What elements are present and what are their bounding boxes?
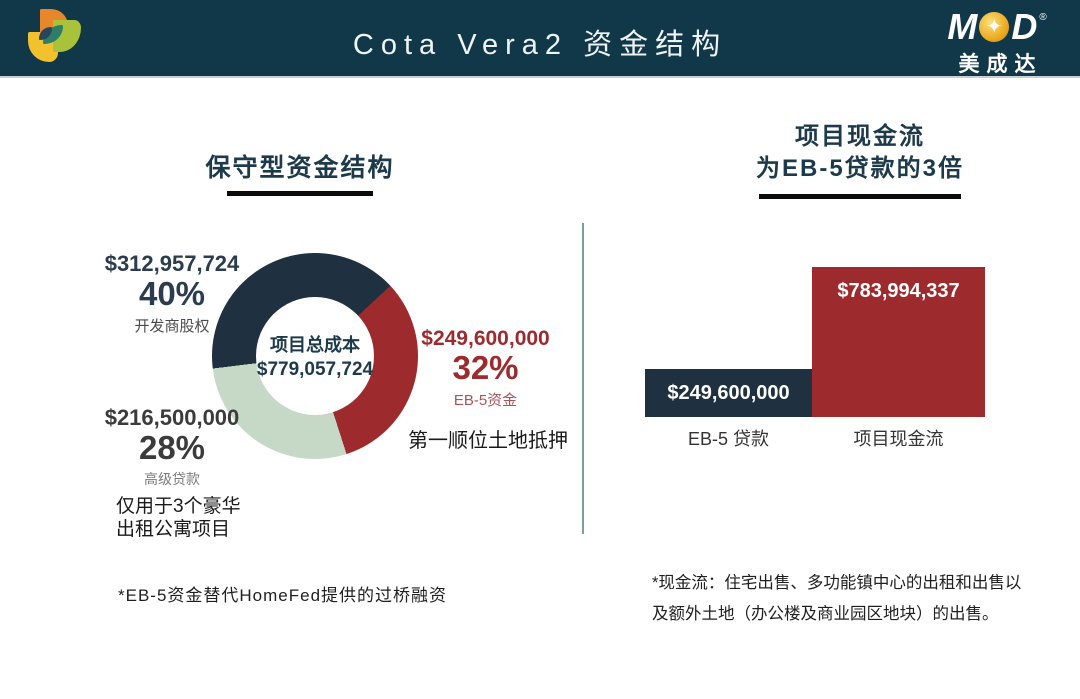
senior-amount: $216,500,000 <box>104 405 240 430</box>
bar-chart: $249,600,000 $783,994,337 <box>645 267 985 417</box>
header-bar: Cota Vera2 资金结构 M ✦ D ® 美成达 <box>0 0 1080 78</box>
senior-usage-line2: 出租公寓项目 <box>116 519 231 541</box>
mcd-chinese-name: 美成达 <box>958 53 1043 76</box>
bar-cashflow-value: $783,994,337 <box>837 280 960 302</box>
mcd-letter-m: M <box>947 6 978 47</box>
slide-title: Cota Vera2 资金结构 <box>352 29 728 61</box>
vertical-divider <box>582 223 584 534</box>
mcd-star-icon: ✦ <box>979 12 1010 42</box>
senior-name: 高级贷款 <box>144 470 200 487</box>
donut-center: 项目总成本 $779,057,724 <box>256 297 374 415</box>
segment-label-senior-loan: $216,500,000 28% 高级贷款 仅用于3个豪华 出租公寓项目 <box>92 405 252 542</box>
registered-mark: ® <box>1039 11 1047 23</box>
left-section-title-text: 保守型资金结构 <box>205 154 395 182</box>
eb5-name: EB-5资金 <box>453 391 518 409</box>
left-section-title: 保守型资金结构 <box>150 148 450 196</box>
donut-center-label: 项目总成本 <box>270 335 360 355</box>
right-footnote: *现金流：住宅出售、多功能镇中心的出租和出售以及额外土地（办公楼及商业园区地块）… <box>652 574 1022 623</box>
axis-label-cashflow: 项目现金流 <box>853 429 944 449</box>
donut-chart: 项目总成本 $779,057,724 <box>212 253 418 459</box>
left-title-underline <box>227 191 373 196</box>
equity-percent: 40% <box>138 275 206 312</box>
senior-usage-note: 仅用于3个豪华 出租公寓项目 <box>92 495 252 543</box>
right-section-title: 项目现金流 为EB-5贷款的3倍 <box>710 121 1010 199</box>
company-flower-icon <box>26 9 84 67</box>
eb5-collateral-note: 第一顺位土地抵押 <box>408 429 568 452</box>
axis-label-eb5-loan: EB-5 贷款 <box>687 429 770 449</box>
eb5-percent: 32% <box>452 349 519 386</box>
bar-eb5-value: $249,600,000 <box>667 381 790 404</box>
segment-label-developer-equity: $312,957,724 40% 开发商股权 <box>92 251 252 336</box>
mcd-logo-row: M ✦ D ® <box>932 6 1062 48</box>
bar-project-cashflow: $783,994,337 <box>812 267 985 417</box>
right-title-line1: 项目现金流 <box>795 123 925 150</box>
bar-eb5-loan: $249,600,000 <box>645 369 812 417</box>
eb5-amount: $249,600,000 <box>421 327 550 350</box>
mcd-logo: M ✦ D ® 美成达 <box>932 6 1062 78</box>
right-title-line2: 为EB-5贷款的3倍 <box>755 155 965 183</box>
senior-usage-line1: 仅用于3个豪华 <box>116 495 241 517</box>
equity-amount: $312,957,724 <box>104 251 240 276</box>
equity-name: 开发商股权 <box>134 317 210 335</box>
right-title-underline <box>759 193 961 199</box>
senior-percent: 28% <box>138 429 206 466</box>
left-footnote: *EB-5资金替代HomeFed提供的过桥融资 <box>118 586 448 605</box>
segment-label-eb5: $249,600,000 32% EB-5资金 第一顺位土地抵押 <box>408 327 568 453</box>
mcd-letter-d: D <box>1011 6 1038 47</box>
donut-center-value: $779,057,724 <box>256 359 374 380</box>
bar-axis-labels: EB-5 贷款 项目现金流 <box>645 425 985 451</box>
